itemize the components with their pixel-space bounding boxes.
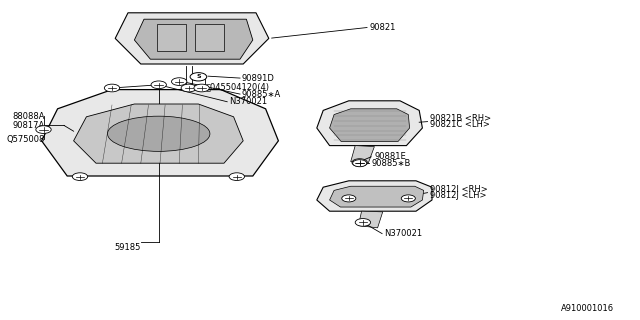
Text: 90812I <RH>: 90812I <RH> <box>430 185 488 194</box>
Circle shape <box>355 219 371 226</box>
Circle shape <box>36 126 51 133</box>
Text: 90881E: 90881E <box>374 152 406 161</box>
Text: 90821C <LH>: 90821C <LH> <box>430 120 490 129</box>
Circle shape <box>172 78 187 85</box>
Text: 90885∗A: 90885∗A <box>242 90 281 99</box>
Polygon shape <box>351 146 374 164</box>
Text: N370021: N370021 <box>384 229 422 238</box>
Polygon shape <box>317 101 422 146</box>
Text: 90821B <RH>: 90821B <RH> <box>430 114 492 123</box>
Ellipse shape <box>108 116 210 151</box>
Circle shape <box>190 73 207 81</box>
Polygon shape <box>330 109 410 141</box>
Text: S: S <box>196 74 201 79</box>
Polygon shape <box>195 24 224 51</box>
Circle shape <box>229 173 244 180</box>
Circle shape <box>401 195 415 202</box>
Circle shape <box>194 84 209 92</box>
Text: Q575008: Q575008 <box>6 135 45 144</box>
Text: 88088A: 88088A <box>13 112 45 121</box>
Polygon shape <box>330 186 424 207</box>
Text: A910001016: A910001016 <box>561 304 614 313</box>
Polygon shape <box>134 19 253 59</box>
Text: 90891D: 90891D <box>242 74 275 83</box>
Polygon shape <box>42 90 278 176</box>
Circle shape <box>342 195 356 202</box>
Polygon shape <box>157 24 186 51</box>
Polygon shape <box>74 104 243 163</box>
Circle shape <box>352 159 367 166</box>
Text: Ⓢ045504120(4): Ⓢ045504120(4) <box>206 83 270 92</box>
Circle shape <box>181 84 196 92</box>
Circle shape <box>151 81 166 89</box>
Polygon shape <box>358 211 383 228</box>
Text: 90817A: 90817A <box>13 121 45 130</box>
Text: N370021: N370021 <box>229 97 268 106</box>
Text: 59185: 59185 <box>114 243 140 252</box>
Text: 90812J <LH>: 90812J <LH> <box>430 191 486 200</box>
Polygon shape <box>317 181 432 211</box>
Circle shape <box>104 84 120 92</box>
Circle shape <box>353 160 367 167</box>
Text: 90885∗B: 90885∗B <box>371 159 411 168</box>
Polygon shape <box>115 13 269 64</box>
Circle shape <box>72 173 88 180</box>
Text: 90821: 90821 <box>370 23 396 32</box>
